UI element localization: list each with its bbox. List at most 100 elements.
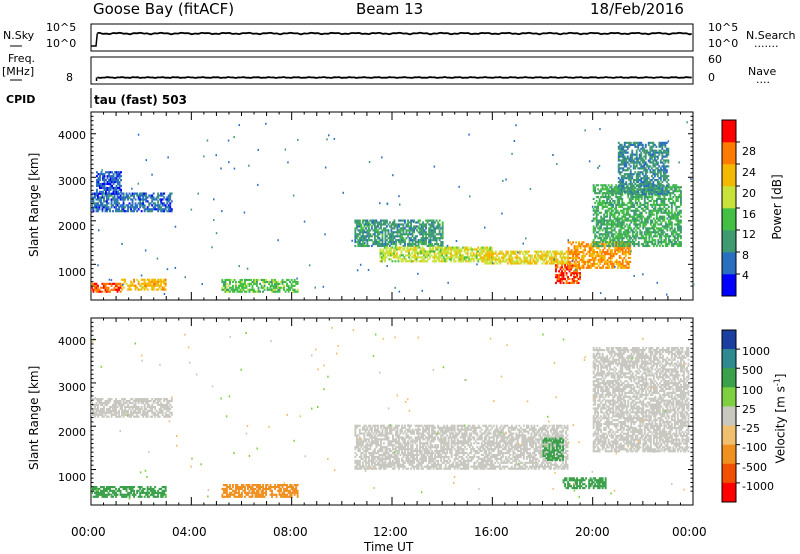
power-cell [593, 253, 596, 256]
power-cell [448, 256, 451, 259]
power-cell [625, 235, 628, 238]
power-cell [581, 266, 583, 269]
power-cell [499, 262, 502, 265]
power-cell [400, 250, 403, 253]
power-cell [611, 264, 614, 267]
power-cell [241, 288, 243, 291]
power-cell [561, 260, 563, 263]
power-cell [377, 241, 379, 244]
velocity-cell [152, 405, 155, 409]
power-cell [669, 197, 672, 201]
power-cell [160, 202, 163, 205]
power-cell [575, 249, 577, 252]
power-cell [384, 231, 387, 234]
power-cell [428, 235, 430, 238]
power-cell [488, 262, 491, 265]
power-cell [633, 223, 636, 226]
power-cell [598, 244, 601, 248]
power-cell [643, 221, 646, 224]
power-cell [98, 198, 101, 201]
power-cell [103, 286, 105, 289]
power-cell [427, 254, 430, 257]
power-cell [599, 266, 602, 269]
power-cell [562, 256, 565, 259]
power-cell [663, 231, 666, 234]
power-cell [599, 258, 602, 262]
power-cell [631, 219, 634, 222]
velocity-cell [145, 411, 148, 414]
power-cell [431, 243, 433, 246]
power-cell [149, 282, 152, 285]
power-cell [389, 241, 391, 244]
power-cell [631, 153, 634, 156]
power-cell [593, 256, 596, 260]
power-cell [420, 260, 422, 263]
power-cell [552, 262, 554, 265]
velocity-cell [128, 415, 131, 418]
power-cell [438, 237, 441, 240]
power-cell [647, 141, 650, 144]
power-cell [643, 190, 646, 193]
power-cell [613, 239, 616, 242]
power-cell [678, 229, 681, 232]
velocity-cell [97, 407, 99, 410]
power-cell [649, 215, 652, 218]
power-cell [567, 281, 569, 285]
power-cell [573, 249, 576, 252]
power-cell [626, 260, 629, 263]
power-cell [169, 208, 172, 211]
power-cell [592, 217, 595, 220]
power-cell [634, 243, 637, 246]
velocity-region-0 [91, 398, 173, 418]
power-cell [235, 280, 237, 284]
power-cell [164, 288, 167, 291]
power-cell [402, 260, 404, 263]
power-cell [417, 244, 420, 248]
power-cell [275, 282, 278, 285]
power-cell [675, 205, 678, 208]
velocity-cell [91, 398, 93, 401]
power-cell [106, 175, 109, 178]
power-cell [637, 161, 640, 164]
power-cell [139, 200, 142, 203]
power-cell [600, 211, 603, 214]
power-cell [526, 256, 529, 259]
power-noise-cell [284, 148, 287, 151]
power-cell [631, 209, 634, 212]
power-cell [289, 288, 292, 291]
power-cell [600, 217, 603, 220]
power-cell [600, 251, 603, 254]
power-cell [380, 231, 382, 234]
power-cell [375, 227, 378, 230]
power-cell [139, 204, 142, 207]
power-cell [631, 235, 634, 238]
power-cell [621, 227, 624, 230]
power-cell [616, 235, 619, 238]
power-cell [626, 147, 629, 150]
power-cell [615, 219, 618, 222]
velocity-cell [128, 407, 131, 410]
vel-cb-tick-m500: -500 [742, 461, 767, 474]
power-cell [601, 239, 604, 242]
power-cell [400, 252, 403, 255]
power-cell [627, 241, 630, 244]
power-cell [667, 153, 670, 156]
power-cell [633, 213, 636, 216]
power-cell [576, 245, 579, 248]
power-cell [587, 264, 589, 267]
power-cell [117, 179, 119, 182]
power-cell [646, 184, 649, 188]
power-cell [290, 278, 293, 282]
power-cell [502, 252, 505, 255]
power-cell [523, 254, 526, 257]
power-cell [136, 194, 139, 197]
power-cell [375, 243, 378, 246]
power-cell [617, 177, 620, 180]
power-cell [643, 225, 646, 228]
power-cell [664, 179, 667, 182]
power-cell [381, 258, 383, 261]
power-cell [592, 227, 595, 230]
power-cell [567, 258, 569, 261]
power-cell [392, 223, 394, 226]
power-cell [655, 173, 658, 176]
